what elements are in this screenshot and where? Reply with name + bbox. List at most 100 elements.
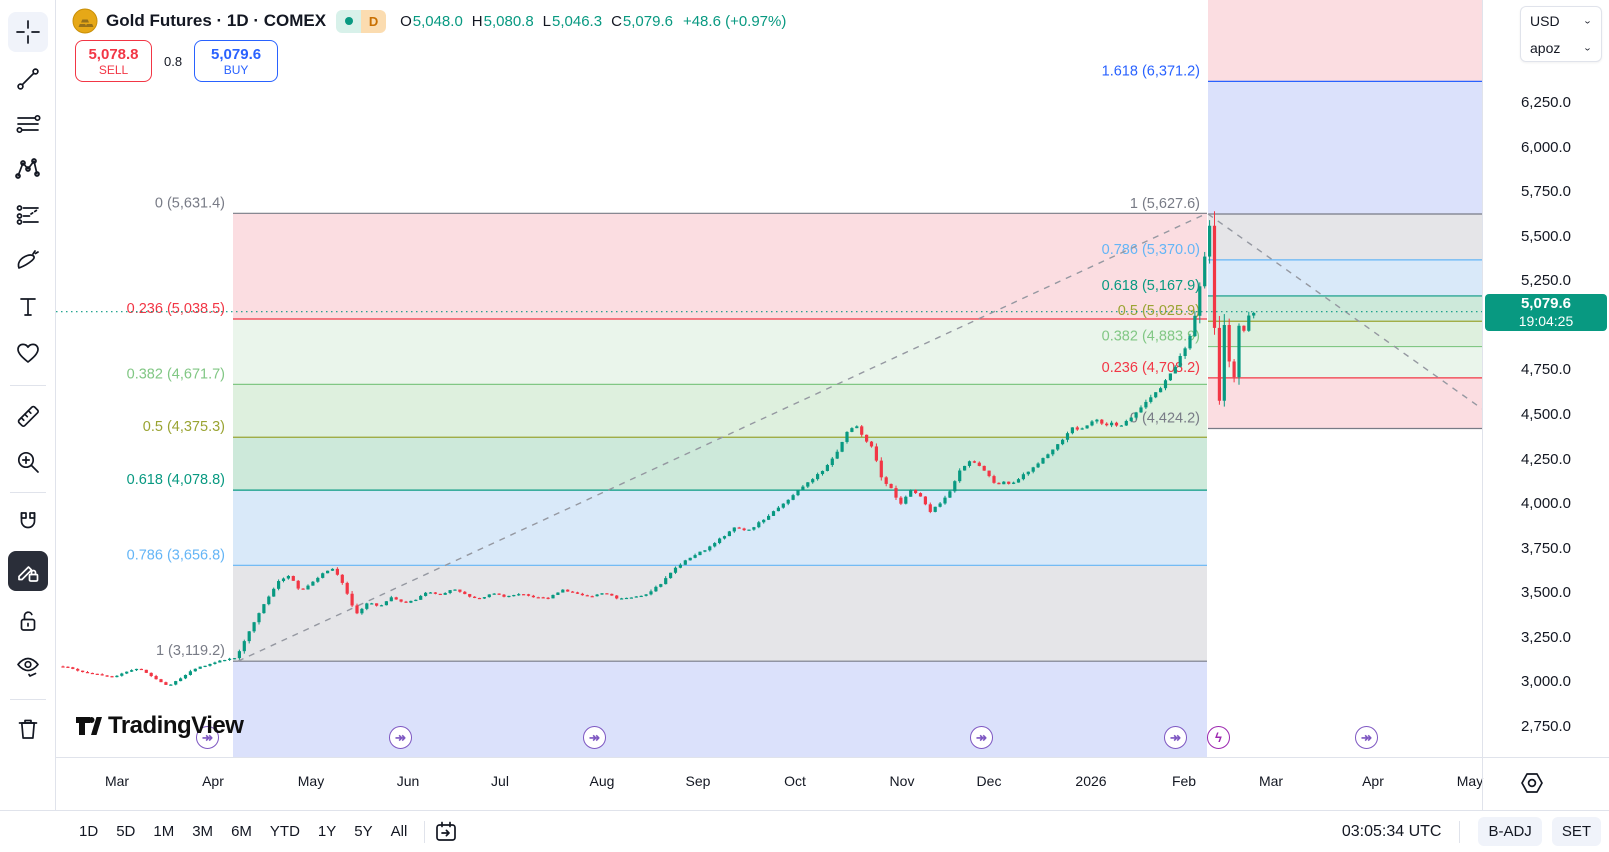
price-axis[interactable]: USD ⌄ apoz ⌄ 6,250.0 6,000.0 5,750.0 5,500.… <box>1482 0 1609 757</box>
fib-retracement-down-level-label[interactable]: 1.618 (6,371.2) <box>1102 63 1200 79</box>
range-button-1m[interactable]: 1M <box>153 823 175 840</box>
fib-retracement-up-band[interactable] <box>233 565 1207 662</box>
range-button-all[interactable]: All <box>390 823 408 840</box>
bottom-toolbar: 1D 5D 1M 3M 6M YTD 1Y 5Y All 03:05:34 UTC B-ADJ … <box>0 810 1609 852</box>
adjustment-button[interactable]: B-ADJ <box>1478 817 1542 846</box>
market-status-pill[interactable] <box>336 9 362 33</box>
fib-retracement-up-band[interactable] <box>233 490 1207 566</box>
fib-retracement-up-level-label[interactable]: 0 (5,631.4) <box>155 195 225 211</box>
high-label: H <box>471 12 483 30</box>
chart-canvas[interactable]: 0 (5,631.4) 0.236 (5,038.5) 0.382 (4,671.7… <box>0 0 1482 757</box>
fib-retracement-up-band[interactable] <box>233 318 1207 385</box>
time-tick: Apr <box>1362 773 1384 789</box>
fib-retracement-down-band[interactable] <box>1208 377 1482 429</box>
fib-retracement-down-level-label[interactable]: 0.236 (4,708.2) <box>1102 360 1200 376</box>
range-button-6m[interactable]: 6M <box>231 823 252 840</box>
fib-retracement-down-band[interactable] <box>1208 346 1482 378</box>
price-tick: 6,000.0 <box>1520 138 1572 156</box>
range-button-5d[interactable]: 5D <box>116 823 136 840</box>
text-tool-tool-button[interactable] <box>8 287 48 327</box>
contract-rollover-icon[interactable]: ↠ <box>389 726 412 749</box>
fib-retracement-down-level-label[interactable]: 0.786 (5,370.0) <box>1102 242 1200 258</box>
fib-retracement-down-level-label[interactable]: 0.382 (4,883.9) <box>1102 329 1200 345</box>
fib-retracement-up-level-label[interactable]: 1 (3,119.2) <box>156 643 225 659</box>
fib-retracement-down-level-label[interactable]: 0.5 (5,025.9) <box>1118 303 1200 319</box>
fib-trendline[interactable] <box>1207 213 1482 410</box>
range-button-1d[interactable]: 1D <box>79 823 99 840</box>
range-button-1y[interactable]: 1Y <box>317 823 337 840</box>
range-button-ytd[interactable]: YTD <box>269 823 300 840</box>
contract-rollover-icon[interactable]: ↠ <box>196 726 219 749</box>
price-tick: 4,000.0 <box>1520 495 1572 513</box>
brush-tool-button[interactable] <box>8 241 48 281</box>
fib-retracement-up-band[interactable] <box>233 437 1207 491</box>
unlock-tool-button[interactable] <box>8 601 48 641</box>
fib-retracement-up-level-label[interactable]: 0.786 (3,656.8) <box>127 547 225 563</box>
fib-retracement-up-level-label[interactable]: 0.382 (4,671.7) <box>127 366 225 382</box>
last-price: 5,079.6 <box>1520 295 1572 312</box>
forecast-tool-button[interactable] <box>8 195 48 235</box>
fib-retracement-up-level-label[interactable]: 0.236 (5,038.5) <box>127 301 225 317</box>
toolbar-divider <box>10 385 46 386</box>
crosshair-tool-button[interactable] <box>8 12 48 52</box>
xabcd-pattern-tool-button[interactable] <box>8 149 48 189</box>
time-tick: 2026 <box>1075 773 1107 789</box>
contract-rollover-icon[interactable]: ↠ <box>970 726 993 749</box>
fib-retracement-down-band[interactable] <box>1208 0 1482 82</box>
divider <box>424 820 426 843</box>
ruler-tool-button[interactable] <box>8 396 48 436</box>
hide-drawings-icon <box>17 657 39 677</box>
watermark-brand-text: TradingView <box>108 712 244 739</box>
price-tick: 4,500.0 <box>1520 406 1572 423</box>
fib-lines-tool-button[interactable] <box>8 104 48 144</box>
fib-retracement-down-band[interactable] <box>1208 213 1482 260</box>
toolbar-divider <box>10 492 46 493</box>
range-button-5y[interactable]: 5Y <box>354 823 373 840</box>
high-value: 5,080.8 <box>483 12 534 30</box>
fib-retracement-up-band[interactable] <box>233 661 1207 757</box>
time-axis[interactable]: Mar Apr May Jun Jul Aug Sep Oct Nov Dec 2026 Feb Mar… <box>56 757 1609 811</box>
zoom-in-tool-button[interactable] <box>8 442 48 482</box>
drawing-lock-tool-button[interactable] <box>8 551 48 591</box>
fib-retracement-down-band[interactable] <box>1208 259 1482 296</box>
axis-settings-gear-icon[interactable] <box>1518 769 1546 797</box>
fib-retracement-down-level-label[interactable]: 1 (5,627.6) <box>1130 196 1200 212</box>
settlement-flash-icon[interactable]: ϟ <box>1207 726 1230 749</box>
candlestick-series[interactable] <box>61 211 1256 686</box>
fib-retracement-down-band[interactable] <box>1208 81 1482 214</box>
fib-lines-icon <box>16 114 41 134</box>
buy-button[interactable]: 5,079.6 BUY <box>194 40 279 82</box>
buy-price: 5,079.6 <box>211 45 262 63</box>
interval-badge[interactable]: D <box>361 9 387 33</box>
sell-price: 5,078.8 <box>88 45 139 63</box>
fib-retracement-up-band[interactable] <box>233 213 1207 319</box>
emoji-heart-tool-button[interactable] <box>8 333 48 373</box>
unit-selector: USD ⌄ apoz ⌄ <box>1520 6 1602 62</box>
fib-retracement-down-level-label[interactable]: 0.618 (5,167.9) <box>1102 278 1200 294</box>
calendar-arrow-icon <box>436 821 457 841</box>
go-to-date-button[interactable] <box>433 819 459 845</box>
remove-drawings-tool-button[interactable] <box>8 709 48 749</box>
range-button-3m[interactable]: 3M <box>192 823 214 840</box>
hide-drawings-tool-button[interactable] <box>8 647 48 687</box>
sell-button[interactable]: 5,078.8 SELL <box>75 40 152 82</box>
fib-retracement-up-band[interactable] <box>233 384 1207 438</box>
fib-trendline[interactable] <box>237 212 1208 662</box>
session-clock[interactable]: 03:05:34 UTC <box>1341 822 1442 840</box>
fib-retracement-down-band[interactable] <box>1208 321 1482 347</box>
ohlc-readout: O5,048.0 H5,080.8 L5,046.3 C5,079.6 +48.… <box>400 13 786 30</box>
unit-dropdown[interactable]: apoz ⌄ <box>1521 34 1601 61</box>
trend-line-tool-button[interactable] <box>8 59 48 99</box>
magnet-tool-button[interactable] <box>8 503 48 543</box>
contract-rollover-icon[interactable]: ↠ <box>583 726 606 749</box>
fib-retracement-down-level-label[interactable]: 0 (4,424.2) <box>1130 411 1200 427</box>
symbol-title[interactable]: Gold Futures · 1D · COMEX <box>106 11 327 30</box>
fib-retracement-up-level-label[interactable]: 0.618 (4,078.8) <box>127 472 225 488</box>
settlement-button[interactable]: SET <box>1551 817 1601 846</box>
time-tick: Dec <box>976 773 1002 789</box>
market-open-dot-icon <box>344 17 353 25</box>
currency-dropdown[interactable]: USD ⌄ <box>1521 7 1601 34</box>
contract-rollover-icon[interactable]: ↠ <box>1164 726 1187 749</box>
contract-rollover-icon[interactable]: ↠ <box>1355 726 1378 749</box>
fib-retracement-up-level-label[interactable]: 0.5 (4,375.3) <box>143 419 225 435</box>
